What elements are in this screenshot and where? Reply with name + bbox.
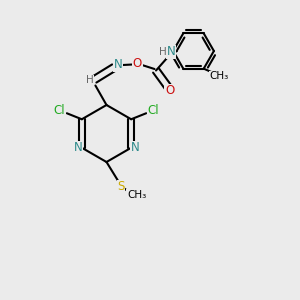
Text: N: N	[167, 45, 176, 58]
Text: O: O	[165, 84, 174, 97]
Text: CH₃: CH₃	[127, 190, 146, 200]
Text: H: H	[159, 46, 167, 57]
Text: N: N	[74, 141, 82, 154]
Text: S: S	[117, 180, 124, 194]
Text: Cl: Cl	[53, 104, 65, 117]
Text: H: H	[85, 75, 93, 85]
Text: Cl: Cl	[148, 104, 160, 117]
Text: N: N	[113, 58, 122, 71]
Text: N: N	[130, 141, 139, 154]
Text: CH₃: CH₃	[209, 71, 228, 81]
Text: O: O	[133, 57, 142, 70]
